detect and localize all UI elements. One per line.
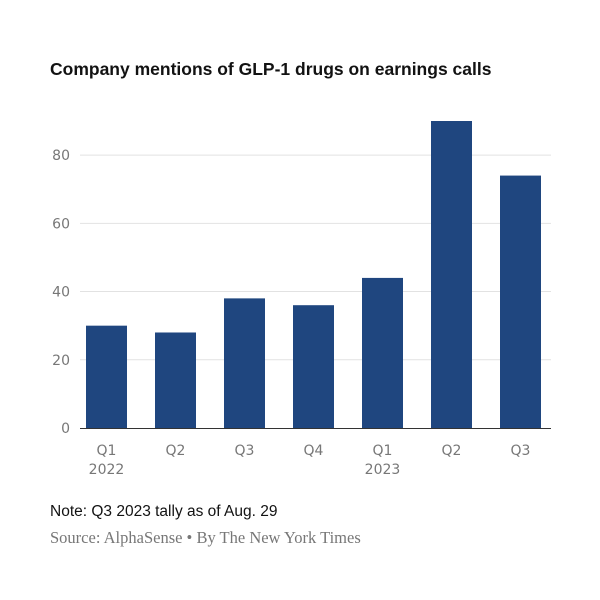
y-tick-label: 40 xyxy=(52,285,70,301)
bar xyxy=(155,332,196,428)
x-year-label: 2023 xyxy=(365,462,401,478)
bar xyxy=(224,298,265,428)
chart-source: Source: AlphaSense • By The New York Tim… xyxy=(50,528,361,547)
y-tick-label: 0 xyxy=(61,421,70,437)
chart-note: Note: Q3 2023 tally as of Aug. 29 xyxy=(50,503,278,520)
x-tick-label: Q2 xyxy=(442,443,462,459)
y-axis-ticks: 0 20 40 60 80 xyxy=(52,148,70,437)
x-axis-ticks: Q1 2022 Q2 Q3 Q4 Q1 2023 Q2 Q3 xyxy=(89,443,531,478)
bar xyxy=(86,325,127,428)
y-tick-label: 60 xyxy=(52,216,70,232)
y-tick-label: 20 xyxy=(52,353,70,369)
chart-title: Company mentions of GLP-1 drugs on earni… xyxy=(50,59,492,79)
bar xyxy=(500,175,541,428)
bar xyxy=(362,277,403,428)
y-tick-label: 80 xyxy=(52,148,70,164)
bar xyxy=(431,121,472,428)
bar xyxy=(293,305,334,428)
x-tick-label: Q3 xyxy=(235,443,255,459)
x-tick-label: Q1 xyxy=(373,443,393,459)
x-tick-label: Q4 xyxy=(304,443,324,459)
bars xyxy=(86,121,541,428)
x-year-label: 2022 xyxy=(89,462,125,478)
x-tick-label: Q2 xyxy=(166,443,186,459)
x-tick-label: Q3 xyxy=(511,443,531,459)
x-tick-label: Q1 xyxy=(97,443,117,459)
